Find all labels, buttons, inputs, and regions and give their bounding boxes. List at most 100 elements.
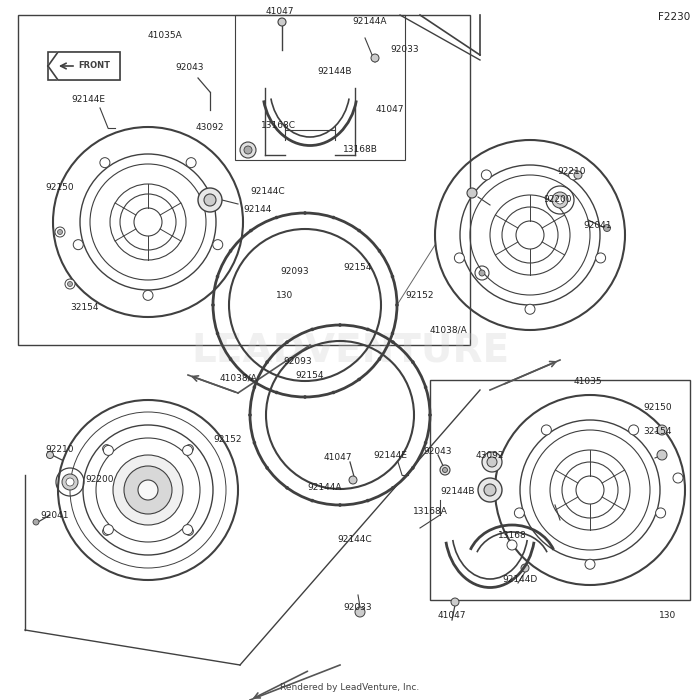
Text: 92043: 92043 bbox=[176, 64, 204, 73]
Text: 13168: 13168 bbox=[498, 531, 526, 540]
Circle shape bbox=[451, 598, 459, 606]
Text: 92144E: 92144E bbox=[373, 451, 407, 459]
Circle shape bbox=[673, 473, 683, 483]
Circle shape bbox=[332, 216, 335, 219]
Circle shape bbox=[424, 386, 427, 389]
Circle shape bbox=[514, 508, 524, 518]
Circle shape bbox=[186, 158, 196, 168]
Bar bbox=[235, 15, 405, 160]
Circle shape bbox=[349, 476, 357, 484]
Text: 92033: 92033 bbox=[391, 46, 419, 55]
Text: 41038/A: 41038/A bbox=[429, 326, 467, 335]
Circle shape bbox=[339, 323, 342, 326]
Circle shape bbox=[248, 414, 251, 416]
Text: 92210: 92210 bbox=[46, 445, 74, 454]
Circle shape bbox=[74, 239, 83, 250]
Bar bbox=[18, 15, 470, 345]
Circle shape bbox=[656, 508, 666, 518]
Circle shape bbox=[657, 425, 667, 435]
Circle shape bbox=[278, 18, 286, 26]
Polygon shape bbox=[48, 52, 120, 80]
Text: 41035A: 41035A bbox=[148, 31, 183, 39]
Circle shape bbox=[391, 275, 394, 278]
Circle shape bbox=[467, 188, 477, 198]
Circle shape bbox=[339, 503, 342, 507]
Circle shape bbox=[211, 304, 214, 307]
Circle shape bbox=[507, 540, 517, 550]
Circle shape bbox=[33, 519, 39, 525]
Text: 92093: 92093 bbox=[284, 358, 312, 367]
Circle shape bbox=[65, 279, 75, 289]
Text: 130: 130 bbox=[276, 290, 293, 300]
Text: 92144E: 92144E bbox=[71, 95, 105, 104]
Text: 92150: 92150 bbox=[46, 183, 74, 192]
Circle shape bbox=[311, 328, 314, 331]
Circle shape bbox=[358, 378, 360, 381]
Circle shape bbox=[358, 229, 360, 232]
Circle shape bbox=[332, 391, 335, 394]
Text: LEADVENTURE: LEADVENTURE bbox=[191, 331, 509, 369]
Text: 130: 130 bbox=[659, 610, 677, 620]
Circle shape bbox=[482, 170, 491, 180]
Circle shape bbox=[183, 524, 193, 535]
Text: 92041: 92041 bbox=[584, 220, 612, 230]
Circle shape bbox=[46, 452, 53, 458]
Circle shape bbox=[244, 146, 252, 154]
Circle shape bbox=[103, 444, 111, 453]
Circle shape bbox=[55, 227, 65, 237]
Circle shape bbox=[378, 249, 381, 253]
Text: 41038/A: 41038/A bbox=[219, 374, 257, 382]
Circle shape bbox=[366, 328, 370, 331]
Text: 92200: 92200 bbox=[544, 195, 573, 204]
Text: 41047: 41047 bbox=[438, 610, 466, 620]
Circle shape bbox=[216, 275, 219, 278]
Text: FRONT: FRONT bbox=[78, 62, 110, 71]
Circle shape bbox=[568, 170, 579, 180]
Circle shape bbox=[198, 188, 222, 212]
Circle shape bbox=[143, 290, 153, 300]
Circle shape bbox=[266, 466, 269, 470]
Text: 92144A: 92144A bbox=[353, 18, 387, 27]
Circle shape bbox=[454, 253, 464, 263]
Bar bbox=[48, 52, 120, 80]
Circle shape bbox=[596, 253, 605, 263]
Circle shape bbox=[484, 484, 496, 496]
Text: 41047: 41047 bbox=[323, 454, 352, 463]
Text: 92043: 92043 bbox=[424, 447, 452, 456]
Circle shape bbox=[66, 478, 74, 486]
Circle shape bbox=[186, 527, 193, 536]
Text: 92033: 92033 bbox=[344, 603, 372, 612]
Text: 92210: 92210 bbox=[558, 167, 587, 176]
Text: 92144: 92144 bbox=[244, 206, 272, 214]
Circle shape bbox=[67, 281, 73, 286]
Circle shape bbox=[204, 194, 216, 206]
Circle shape bbox=[585, 559, 595, 569]
Circle shape bbox=[229, 249, 232, 253]
Circle shape bbox=[304, 211, 307, 214]
Text: 92150: 92150 bbox=[644, 403, 672, 412]
Text: 41047: 41047 bbox=[376, 106, 405, 115]
Circle shape bbox=[552, 192, 568, 208]
Circle shape bbox=[103, 527, 111, 536]
Circle shape bbox=[253, 441, 256, 444]
Circle shape bbox=[183, 445, 193, 456]
Text: 92200: 92200 bbox=[85, 475, 114, 484]
Bar bbox=[430, 380, 690, 600]
Circle shape bbox=[525, 304, 535, 314]
Circle shape bbox=[124, 466, 172, 514]
Circle shape bbox=[424, 441, 427, 444]
Circle shape bbox=[104, 445, 113, 456]
Text: 43092: 43092 bbox=[196, 123, 224, 132]
Text: 41047: 41047 bbox=[266, 8, 294, 17]
Circle shape bbox=[100, 158, 110, 168]
Circle shape bbox=[412, 360, 414, 363]
Circle shape bbox=[391, 486, 394, 489]
Text: 41035: 41035 bbox=[574, 377, 602, 386]
Text: 92154: 92154 bbox=[295, 370, 324, 379]
Text: 92144A: 92144A bbox=[308, 484, 342, 493]
Circle shape bbox=[482, 452, 502, 472]
Circle shape bbox=[391, 341, 394, 344]
Circle shape bbox=[479, 270, 485, 276]
Circle shape bbox=[186, 444, 193, 453]
Text: 32154: 32154 bbox=[644, 428, 672, 437]
